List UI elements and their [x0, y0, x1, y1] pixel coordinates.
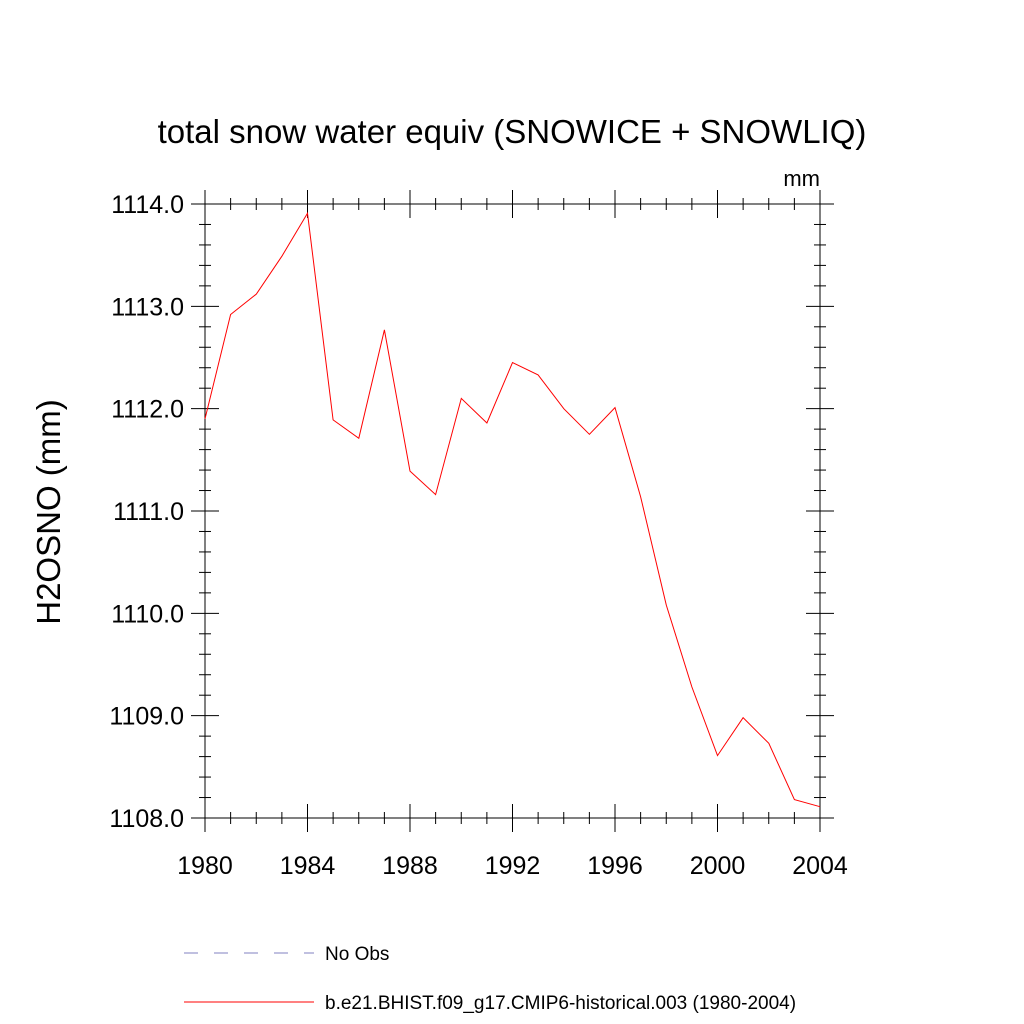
x-tick-label: 1984: [280, 852, 336, 880]
x-tick-label: 1996: [587, 852, 643, 880]
y-tick-label: 1111.0: [113, 498, 184, 526]
minor-ticks: [199, 198, 826, 824]
y-tick-label: 1114.0: [111, 191, 184, 219]
x-tick-label: 1992: [485, 852, 541, 880]
y-tick-label: 1112.0: [111, 396, 184, 424]
x-tick-labels: 1980 1984 1988 1992 1996 2000 2004: [177, 852, 848, 880]
x-tick-label: 1980: [177, 852, 233, 880]
legend-label-model-run: b.e21.BHIST.f09_g17.CMIP6-historical.003…: [325, 993, 796, 1014]
y-axis-label: H2OSNO (mm): [30, 399, 67, 625]
plot-frame: [204, 203, 821, 819]
series-line-1: [204, 211, 821, 808]
legend-label-no-obs: No Obs: [325, 944, 389, 965]
x-tick-label: 2004: [792, 852, 848, 880]
y-tick-label: 1109.0: [109, 703, 184, 731]
chart-title: total snow water equiv (SNOWICE + SNOWLI…: [158, 113, 867, 150]
units-label: mm: [783, 166, 820, 191]
major-ticks: [191, 190, 834, 832]
x-tick-label: 1988: [382, 852, 438, 880]
series-lines: [204, 211, 821, 808]
x-tick-label: 2000: [690, 852, 746, 880]
y-tick-label: 1110.0: [111, 600, 184, 628]
legend: No Obs b.e21.BHIST.f09_g17.CMIP6-histori…: [184, 944, 796, 1014]
y-tick-labels: 1108.0 1109.0 1110.0 1111.0 1112.0 1113.0 1114…: [109, 191, 184, 833]
y-tick-label: 1108.0: [109, 805, 184, 833]
y-tick-label: 1113.0: [111, 293, 184, 321]
